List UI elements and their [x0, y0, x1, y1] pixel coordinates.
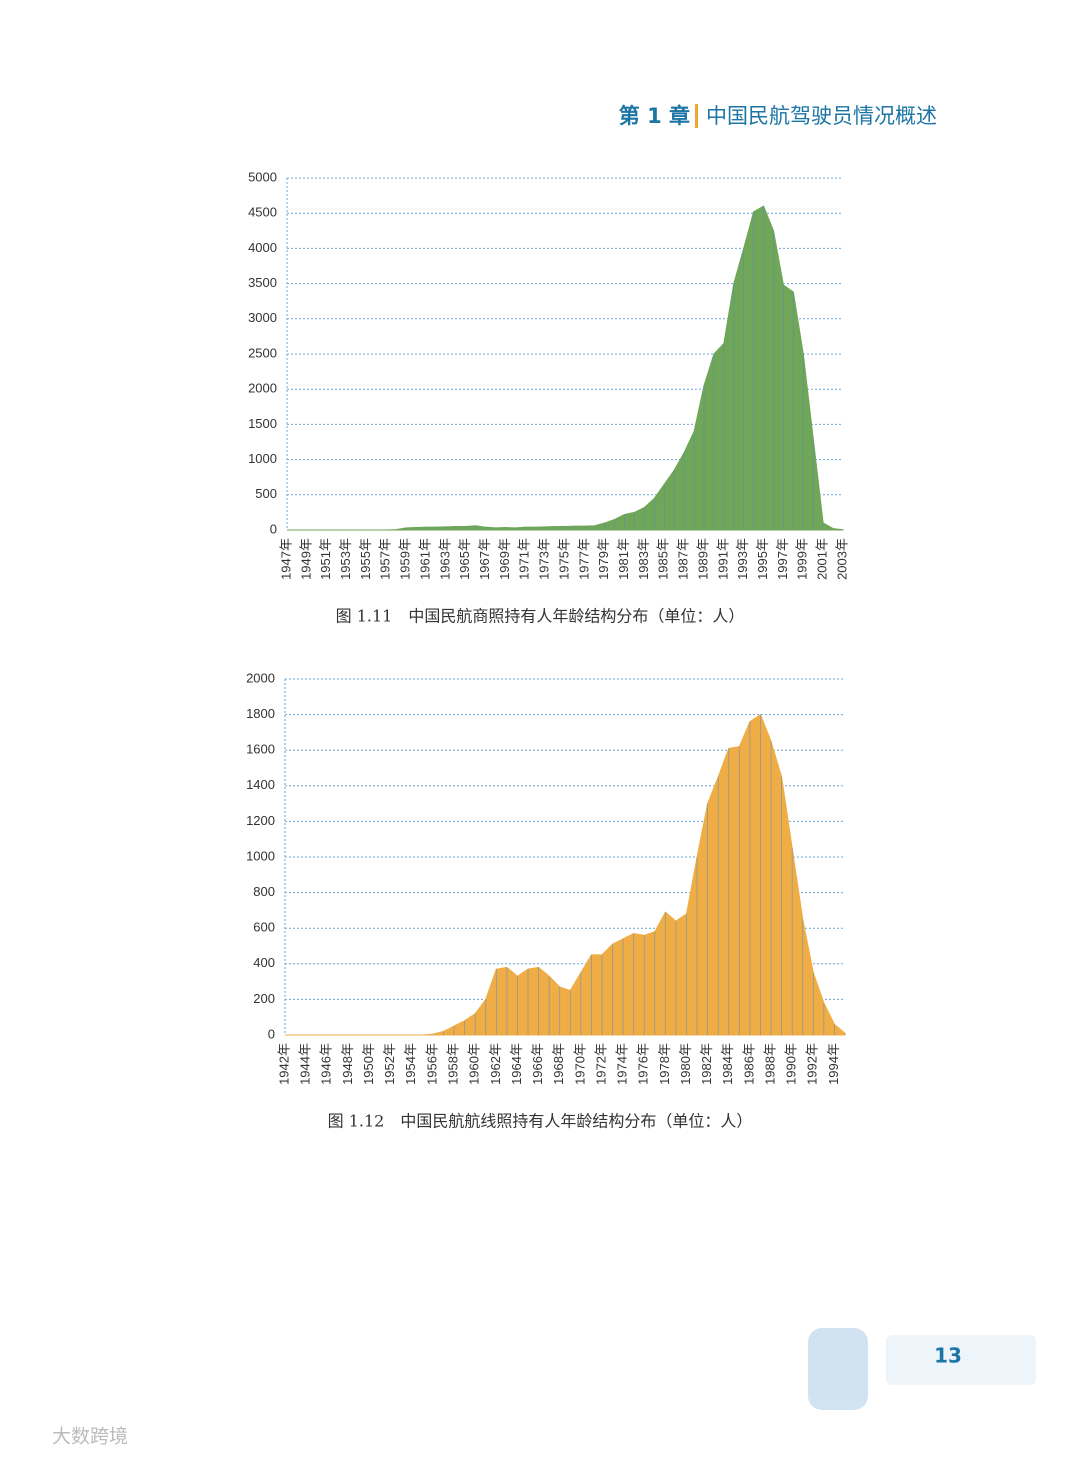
- y-tick-label: 800: [253, 884, 275, 899]
- y-tick-label: 500: [255, 486, 277, 501]
- x-tick-label: 2003年: [834, 538, 849, 580]
- x-tick-label: 1980年: [678, 1043, 693, 1085]
- x-tick-label: 1974年: [615, 1043, 630, 1085]
- y-tick-label: 3000: [248, 310, 277, 325]
- y-tick-label: 1800: [246, 706, 275, 721]
- y-tick-label: 4000: [248, 240, 277, 255]
- x-tick-label: 1999年: [795, 538, 810, 580]
- x-tick-label: 1948年: [340, 1043, 355, 1085]
- x-tick-label: 1994年: [826, 1043, 841, 1085]
- x-tick-label: 1986年: [741, 1043, 756, 1085]
- y-tick-label: 400: [253, 955, 275, 970]
- chapter-number: 第 1 章: [619, 104, 690, 128]
- x-tick-label: 1968年: [551, 1043, 566, 1085]
- y-tick-label: 3500: [248, 275, 277, 290]
- y-tick-label: 0: [270, 521, 277, 536]
- x-tick-label: 1967年: [477, 538, 492, 580]
- y-tick-label: 1200: [246, 813, 275, 828]
- x-tick-label: 1953年: [338, 538, 353, 580]
- x-tick-label: 1970年: [572, 1043, 587, 1085]
- x-tick-label: 2001年: [815, 538, 830, 580]
- y-tick-label: 4500: [248, 205, 277, 220]
- x-tick-label: 1989年: [695, 538, 710, 580]
- x-tick-label: 1969年: [497, 538, 512, 580]
- x-tick-label: 1955年: [358, 538, 373, 580]
- x-tick-label: 1988年: [762, 1043, 777, 1085]
- x-tick-label: 1972年: [593, 1043, 608, 1085]
- x-tick-label: 1978年: [657, 1043, 672, 1085]
- x-tick-label: 1956年: [424, 1043, 439, 1085]
- x-tick-label: 1985年: [656, 538, 671, 580]
- x-tick-label: 1961年: [417, 538, 432, 580]
- y-tick-label: 2500: [248, 345, 277, 360]
- x-tick-label: 1951年: [318, 538, 333, 580]
- x-tick-label: 1964年: [509, 1043, 524, 1085]
- y-tick-label: 5000: [248, 169, 277, 184]
- y-tick-label: 1000: [248, 451, 277, 466]
- y-tick-label: 2000: [246, 670, 275, 685]
- x-tick-label: 1991年: [715, 538, 730, 580]
- y-tick-label: 600: [253, 920, 275, 935]
- x-tick-label: 1975年: [556, 538, 571, 580]
- x-tick-label: 1947年: [278, 538, 293, 580]
- x-tick-label: 1965年: [457, 538, 472, 580]
- y-tick-label: 1400: [246, 777, 275, 792]
- x-tick-label: 1982年: [699, 1043, 714, 1085]
- y-tick-label: 2000: [248, 381, 277, 396]
- x-tick-label: 1987年: [676, 538, 691, 580]
- x-tick-label: 1984年: [720, 1043, 735, 1085]
- y-tick-label: 1000: [246, 848, 275, 863]
- x-tick-label: 1942年: [276, 1043, 291, 1085]
- caption: 图 1.11 中国民航商照持有人年龄结构分布（单位：人）: [336, 607, 745, 626]
- x-tick-label: 1992年: [805, 1043, 820, 1085]
- y-tick-label: 0: [268, 1026, 275, 1041]
- page-number: 13: [934, 1344, 962, 1368]
- y-tick-label: 1500: [248, 416, 277, 431]
- x-tick-label: 1990年: [784, 1043, 799, 1085]
- logo-watermark: [808, 1328, 1036, 1410]
- x-tick-label: 1957年: [378, 538, 393, 580]
- x-tick-label: 1973年: [537, 538, 552, 580]
- x-tick-label: 1959年: [398, 538, 413, 580]
- x-tick-label: 1950年: [361, 1043, 376, 1085]
- x-tick-label: 1977年: [576, 538, 591, 580]
- x-tick-label: 1963年: [437, 538, 452, 580]
- header-divider: [695, 104, 698, 128]
- caption: 图 1.12 中国民航航线照持有人年龄结构分布（单位：人）: [328, 1112, 753, 1131]
- x-tick-label: 1981年: [616, 538, 631, 580]
- x-tick-label: 1995年: [755, 538, 770, 580]
- x-tick-label: 1949年: [298, 538, 313, 580]
- x-tick-label: 1979年: [596, 538, 611, 580]
- x-tick-label: 1966年: [530, 1043, 545, 1085]
- x-tick-label: 1993年: [735, 538, 750, 580]
- x-tick-label: 1946年: [319, 1043, 334, 1085]
- y-tick-label: 1600: [246, 742, 275, 757]
- chapter-title: 中国民航驾驶员情况概述: [706, 104, 937, 128]
- x-tick-label: 1962年: [488, 1043, 503, 1085]
- x-tick-label: 1983年: [636, 538, 651, 580]
- x-tick-label: 1952年: [382, 1043, 397, 1085]
- x-tick-label: 1958年: [445, 1043, 460, 1085]
- x-tick-label: 1954年: [403, 1043, 418, 1085]
- area: [287, 205, 844, 531]
- watermark: 大数跨境: [52, 1426, 128, 1448]
- y-tick-label: 200: [253, 991, 275, 1006]
- x-tick-label: 1960年: [467, 1043, 482, 1085]
- area: [285, 713, 846, 1036]
- x-tick-label: 1976年: [636, 1043, 651, 1085]
- x-tick-label: 1944年: [298, 1043, 313, 1085]
- x-tick-label: 1971年: [517, 538, 532, 580]
- x-tick-label: 1997年: [775, 538, 790, 580]
